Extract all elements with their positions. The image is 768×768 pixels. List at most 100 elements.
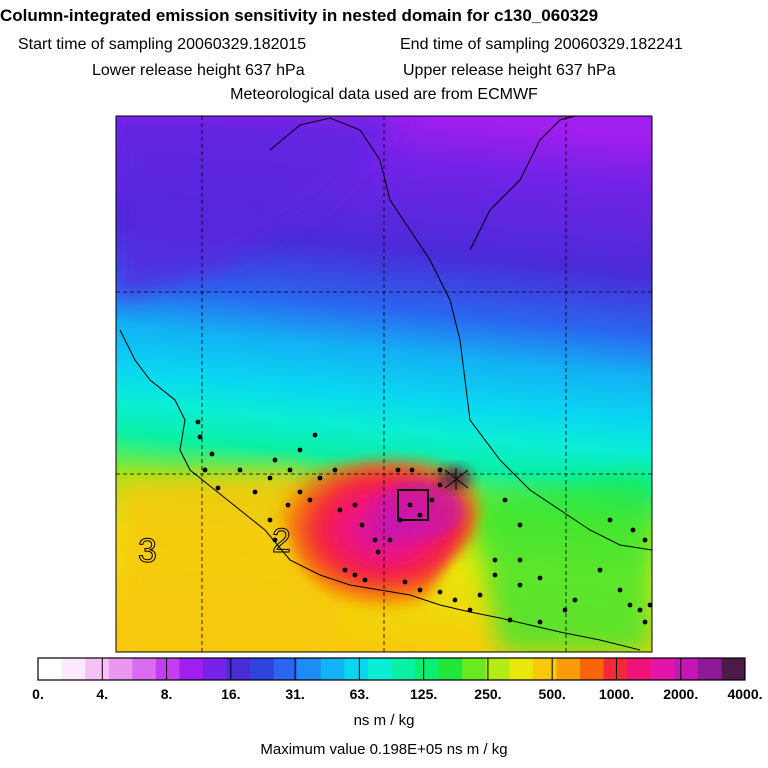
source-point (402, 579, 408, 585)
colorbar-cell (132, 658, 157, 680)
source-point (287, 467, 293, 473)
source-point (332, 467, 338, 473)
source-point (517, 522, 523, 528)
map-frame (115, 115, 653, 653)
source-point (195, 419, 201, 425)
colorbar-cell (155, 658, 180, 680)
colorbar-cell (391, 658, 416, 680)
source-point (517, 557, 523, 563)
source-point (352, 572, 358, 578)
meteorology-source-text: Meteorological data used are from ECMWF (230, 86, 538, 103)
source-point (297, 489, 303, 495)
source-point (337, 507, 343, 513)
source-point (407, 502, 413, 508)
us-border (469, 116, 576, 251)
lower-release-height-text: Lower release height 637 hPa (92, 62, 305, 79)
source-point (537, 619, 543, 625)
source-point (492, 572, 498, 578)
source-point (352, 502, 358, 508)
source-point (307, 497, 313, 503)
colorbar-cell (697, 658, 722, 680)
colorbar-cell (650, 658, 675, 680)
source-point (409, 467, 415, 473)
source-point (209, 451, 215, 457)
emission-source-points (195, 419, 652, 625)
colorbar-cell (415, 658, 440, 680)
sampling-end-text: End time of sampling 20060329.182241 (400, 36, 683, 53)
green-region (470, 470, 652, 652)
source-point (627, 602, 633, 608)
source-point (429, 497, 435, 503)
source-point (492, 557, 498, 563)
source-point (375, 549, 381, 555)
sampling-location-box (397, 489, 429, 521)
source-point (642, 619, 648, 625)
source-point (630, 527, 636, 533)
source-point (517, 582, 523, 588)
colorbar-cell (344, 658, 369, 680)
source-point (267, 517, 273, 523)
source-point (297, 447, 303, 453)
colorbar-tick-label: 250. (474, 686, 502, 702)
sampling-start-text: Start time of sampling 20060329.182015 (18, 36, 307, 53)
source-point (597, 567, 603, 573)
source-point (642, 537, 648, 543)
colorbar-cell (603, 658, 628, 680)
source-point (387, 537, 393, 543)
colorbar-units: ns m / kg (353, 712, 415, 729)
colorbar-cell (61, 658, 86, 680)
colorbar-cell (556, 658, 581, 680)
colorbar-cell (179, 658, 204, 680)
colorbar-tick-label: 16. (221, 686, 241, 702)
source-point (417, 587, 423, 593)
colorbar-tick-label: 4000. (727, 686, 763, 702)
source-point (507, 617, 513, 623)
colorbar-tick-label: 31. (285, 686, 305, 702)
map-label-3: 3 (138, 532, 157, 570)
source-point (437, 482, 443, 488)
colorbar-tick-label: 63. (349, 686, 370, 702)
maximum-value-text: Maximum value 0.198E+05 ns m / kg (260, 741, 508, 758)
source-point (342, 567, 348, 573)
source-point (372, 537, 378, 543)
colorbar-cell (226, 658, 251, 680)
source-point (502, 497, 508, 503)
colorbar-cell (320, 658, 345, 680)
colorbar-cell (202, 658, 228, 680)
colorbar-tick-label: 2000. (663, 686, 699, 702)
source-point (647, 602, 652, 608)
map-label-2: 2 (272, 522, 291, 560)
source-point (417, 512, 423, 518)
source-point (395, 467, 401, 473)
lat-lon-grid (116, 116, 652, 652)
colorbar-cell (250, 658, 275, 680)
source-point (237, 467, 243, 473)
colorbar-frame (37, 657, 746, 681)
source-point (477, 592, 483, 598)
colorbar-tick-label: 500. (538, 686, 566, 702)
source-point (359, 522, 365, 528)
colorbar-tick-label: 8. (160, 686, 173, 702)
colorbar-cell (509, 658, 534, 680)
colorbar-tick-label: 125. (410, 686, 438, 702)
chart-title: Column-integrated emission sensitivity i… (0, 6, 599, 25)
source-point (317, 475, 323, 481)
colorbar-cell (721, 658, 746, 680)
colorbar-tick-label: 4. (96, 686, 109, 702)
source-point (452, 597, 458, 603)
colorbar-cell (273, 658, 298, 680)
source-point (617, 587, 623, 593)
source-point (312, 432, 318, 438)
source-point (437, 589, 443, 595)
colorbar-cell (85, 658, 110, 680)
colorbar-cell (462, 658, 487, 680)
colorbar-cell (580, 658, 605, 680)
source-point (607, 517, 613, 523)
colorbar-cell (532, 658, 557, 680)
source-point (572, 597, 578, 603)
colorbar-cell (438, 658, 463, 680)
upper-release-height-text: Upper release height 637 hPa (403, 62, 616, 79)
colorbar-cell (485, 658, 510, 680)
